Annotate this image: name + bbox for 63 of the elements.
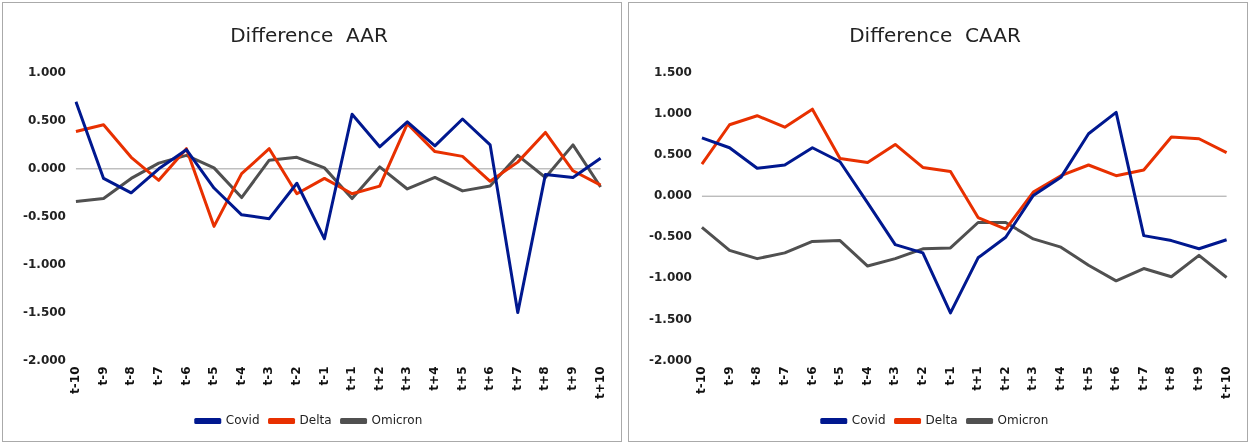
x-tick-label: t+2 <box>371 366 386 391</box>
y-tick-label: 1.000 <box>27 65 66 80</box>
x-tick-label: t-2 <box>914 366 929 386</box>
y-tick-label: 1.000 <box>653 106 692 121</box>
x-tick-label: t+7 <box>509 366 524 391</box>
x-tick-label: t+8 <box>537 366 552 391</box>
x-tick-label: t-4 <box>859 366 874 386</box>
x-tick-label: t-7 <box>150 366 165 386</box>
y-tick-label: -1.000 <box>649 270 692 285</box>
y-tick-label: 0.500 <box>27 113 66 128</box>
legend-label: Delta <box>299 413 332 428</box>
legend-label: Covid <box>225 413 260 428</box>
x-tick-label: t+5 <box>1080 366 1095 391</box>
y-tick-label: 1.500 <box>653 65 692 80</box>
x-tick-label: t+1 <box>970 366 985 391</box>
x-tick-label: t+2 <box>997 366 1012 391</box>
x-tick-label: t+9 <box>1191 366 1206 391</box>
y-tick-label: 0.000 <box>27 160 66 175</box>
y-tick-label: 0.000 <box>653 188 692 203</box>
y-tick-label: -2.000 <box>649 352 692 367</box>
x-tick-label: t-10 <box>68 366 83 394</box>
x-tick-label: t+4 <box>1053 366 1068 391</box>
x-tick-label: t-10 <box>694 366 709 394</box>
x-tick-label: t+3 <box>1025 366 1040 391</box>
x-tick-label: t-7 <box>776 366 791 386</box>
x-tick-label: t+6 <box>482 366 497 391</box>
x-tick-label: t-9 <box>721 366 736 386</box>
x-tick-label: t+3 <box>399 366 414 391</box>
x-tick-label: t+4 <box>427 366 442 391</box>
x-tick-label: t+7 <box>1135 366 1150 391</box>
chart-title: Difference AAR <box>230 23 388 48</box>
x-tick-label: t-5 <box>206 366 221 386</box>
legend-label: Delta <box>925 413 958 428</box>
x-tick-label: t-8 <box>749 366 764 386</box>
x-tick-label: t-1 <box>316 366 331 386</box>
x-tick-label: t+9 <box>565 366 580 391</box>
x-tick-label: t-6 <box>804 366 819 386</box>
y-tick-label: -1.500 <box>23 304 66 319</box>
x-tick-label: t+1 <box>344 366 359 391</box>
x-tick-label: t+5 <box>454 366 469 391</box>
x-tick-label: t-1 <box>942 366 957 386</box>
x-tick-label: t+10 <box>592 366 607 400</box>
x-tick-label: t-5 <box>832 366 847 386</box>
y-tick-label: -1.500 <box>649 311 692 326</box>
legend-label: Covid <box>851 413 886 428</box>
x-tick-label: t-3 <box>887 366 902 386</box>
legend-label: Omicron <box>997 413 1049 428</box>
y-tick-label: -1.000 <box>23 256 66 271</box>
x-tick-label: t+8 <box>1163 366 1178 391</box>
y-tick-label: -0.500 <box>23 208 66 223</box>
x-tick-label: t-2 <box>288 366 303 386</box>
x-tick-label: t-3 <box>261 366 276 386</box>
chart-title: Difference CAAR <box>849 23 1021 48</box>
x-tick-label: t+10 <box>1218 366 1233 400</box>
x-tick-label: t-4 <box>233 366 248 386</box>
y-tick-label: 0.500 <box>653 147 692 162</box>
x-tick-label: t-9 <box>95 366 110 386</box>
x-tick-label: t+6 <box>1108 366 1123 391</box>
y-tick-label: -2.000 <box>23 352 66 367</box>
legend-label: Omicron <box>371 413 423 428</box>
x-tick-label: t-6 <box>178 366 193 386</box>
y-tick-label: -0.500 <box>649 229 692 244</box>
x-tick-label: t-8 <box>123 366 138 386</box>
